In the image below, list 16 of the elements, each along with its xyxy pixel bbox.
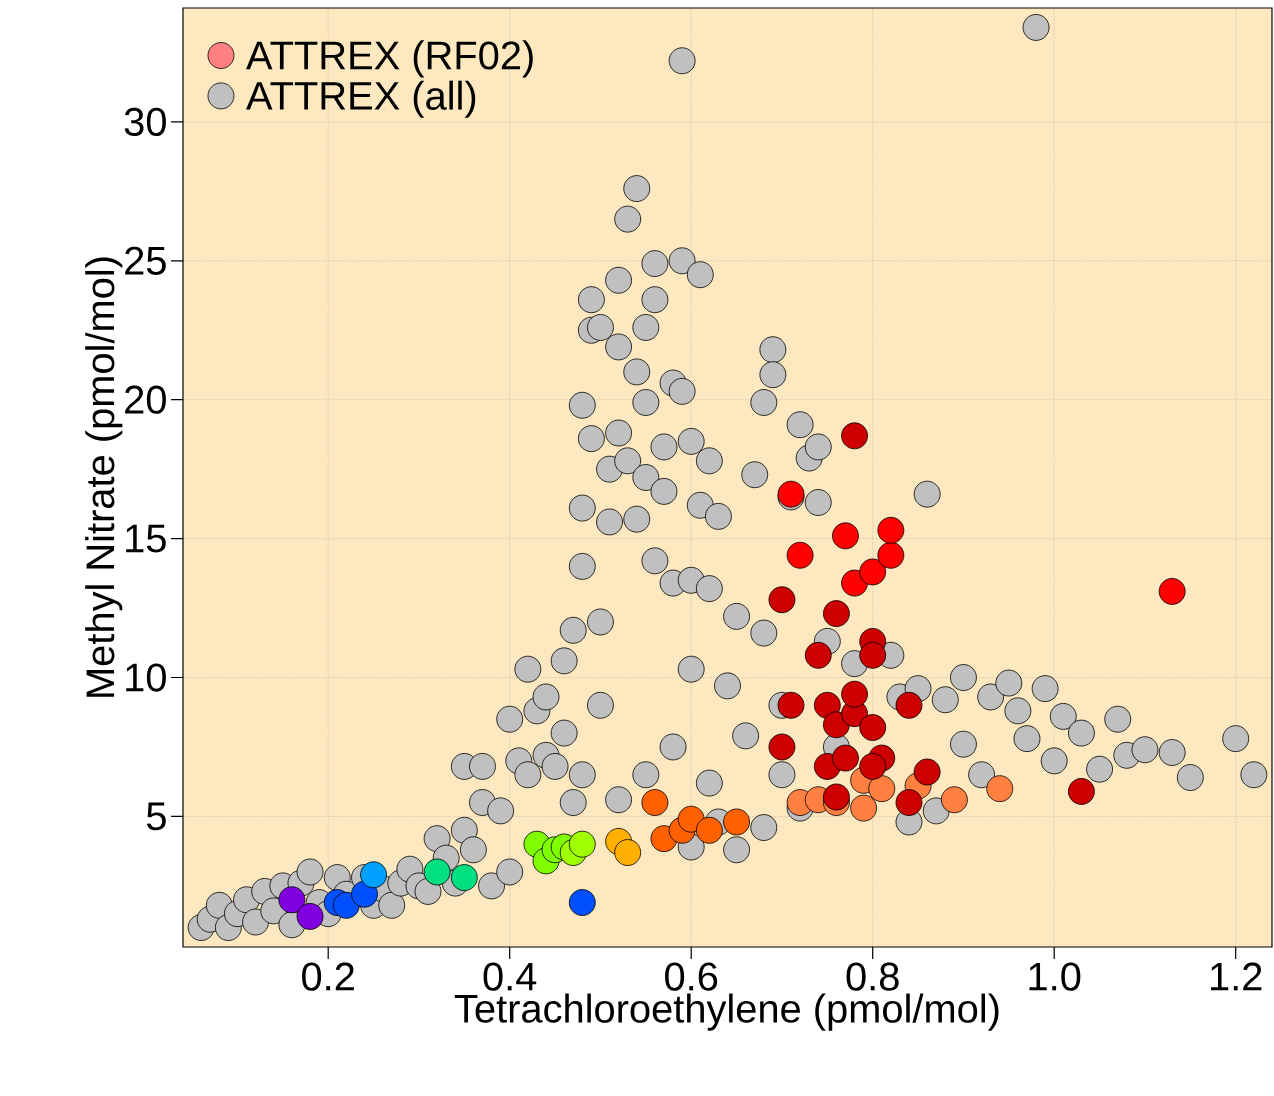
y-tick-label: 30 bbox=[124, 107, 166, 136]
legend-label: ATTREX (all) bbox=[246, 80, 476, 118]
legend-label: ATTREX (RF02) bbox=[246, 40, 533, 78]
x-tick-label: 0.4 bbox=[483, 962, 537, 991]
x-tick-label: 1.2 bbox=[1211, 962, 1262, 991]
y-tick-label: 15 bbox=[126, 524, 166, 553]
x-tick-label: 1.0 bbox=[1029, 962, 1081, 991]
y-tick-label: 20 bbox=[125, 385, 166, 414]
y-tick-label: 25 bbox=[125, 246, 166, 275]
x-tick-label: 0.6 bbox=[665, 962, 718, 991]
y-tick-label: 5 bbox=[146, 802, 166, 831]
y-axis-title: Methyl Nitrate (pmol/mol) bbox=[85, 257, 123, 697]
x-tick-label: 0.8 bbox=[846, 962, 899, 991]
x-axis-title: Tetrachloroethylene (pmol/mol) bbox=[454, 993, 999, 1031]
x-tick-label: 0.2 bbox=[302, 962, 354, 991]
y-tick-label: 10 bbox=[126, 663, 166, 692]
